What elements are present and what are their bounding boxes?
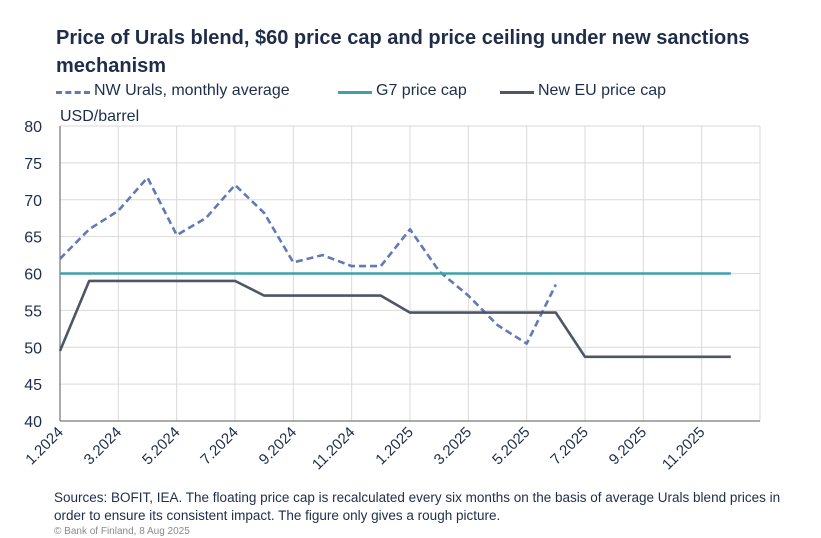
legend-label: New EU price cap: [538, 82, 667, 99]
y-tick-label: 45: [24, 377, 42, 394]
series-line-eu-cap: [58, 279, 731, 359]
legend-swatch-teal: [338, 91, 372, 94]
y-axis-unit-label: USD/barrel: [60, 108, 140, 125]
x-tick-label: 9.2025: [606, 424, 650, 468]
x-tick-label: 1.2025: [372, 424, 416, 468]
x-tick-label: 3.2024: [81, 424, 125, 468]
y-tick-label: 75: [24, 156, 42, 173]
x-tick-label: 11.2025: [659, 424, 709, 474]
y-tick-label: 80: [24, 119, 42, 136]
x-tick-label: 5.2025: [489, 424, 533, 468]
source-note: Sources: BOFIT, IEA. The floating price …: [54, 490, 781, 523]
x-tick-label: 7.2025: [547, 424, 591, 468]
y-tick-label: 60: [24, 267, 42, 284]
x-tick-label: 11.2024: [309, 424, 359, 474]
y-tick-label: 70: [24, 193, 42, 210]
y-tick-label: 55: [24, 303, 42, 320]
legend-label: G7 price cap: [376, 82, 467, 99]
chart-title: Price of Urals blend, $60 price cap and …: [56, 27, 750, 77]
legend-swatch-gray: [500, 91, 534, 94]
y-tick-label: 40: [24, 414, 42, 431]
legend-swatch-dashed: [56, 91, 90, 94]
x-tick-label: 7.2024: [197, 424, 241, 468]
y-tick-label: 50: [24, 340, 42, 357]
x-tick-label: 3.2025: [431, 424, 475, 468]
x-tick-label: 5.2024: [139, 424, 183, 468]
y-tick-label: 65: [24, 230, 42, 247]
legend-label: NW Urals, monthly average: [94, 82, 290, 99]
copyright-credit: © Bank of Finland, 8 Aug 2025: [54, 526, 190, 537]
series-line-nw-urals: [59, 176, 557, 345]
x-tick-label: 9.2024: [256, 424, 300, 468]
